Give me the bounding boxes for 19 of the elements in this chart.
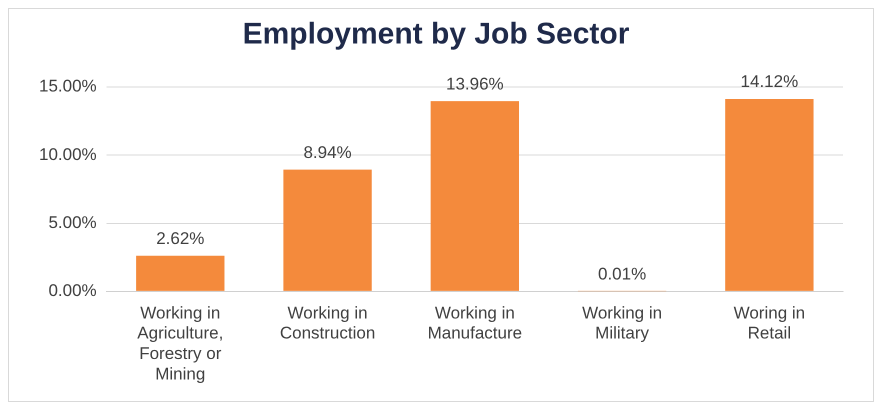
- y-tick-label: 10.00%: [38, 144, 97, 164]
- bar: [725, 98, 814, 291]
- chart-title: Employment by Job Sector: [242, 17, 630, 50]
- y-tick-label: 0.00%: [48, 281, 97, 300]
- y-tick-label: 5.00%: [48, 212, 97, 232]
- y-tick-label: 15.00%: [38, 76, 97, 96]
- data-label: 2.62%: [156, 228, 204, 248]
- data-label: 0.01%: [598, 264, 646, 284]
- x-tick-label: Working in Agriculture, Forestry or Mining: [137, 303, 224, 384]
- bar: [283, 170, 372, 291]
- bar: [136, 256, 224, 291]
- x-tick-label: Working in Manufacture: [428, 303, 522, 343]
- x-tick-label: Woring in Retail: [734, 303, 806, 343]
- data-label: 13.96%: [446, 74, 504, 94]
- x-tick-label: Working in Construction: [280, 303, 376, 343]
- x-tick-label: Working in Military: [582, 303, 662, 343]
- bar: [430, 101, 520, 291]
- data-label: 14.12%: [740, 72, 798, 92]
- data-label: 8.94%: [303, 142, 352, 162]
